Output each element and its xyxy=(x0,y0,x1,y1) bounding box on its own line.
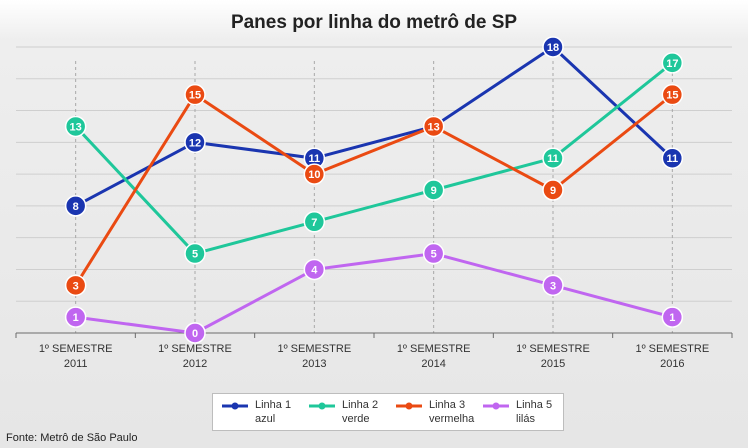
x-tick-label: 2013 xyxy=(302,358,326,370)
data-label: 7 xyxy=(311,217,317,229)
data-label: 18 xyxy=(547,42,559,54)
data-point xyxy=(542,147,564,169)
data-label: 15 xyxy=(189,90,201,102)
data-point xyxy=(422,115,445,138)
x-tick-label: 1º SEMESTRE xyxy=(277,343,351,355)
x-tick-label: 2014 xyxy=(421,358,445,370)
series-line-4 xyxy=(75,252,673,335)
data-point xyxy=(542,179,564,201)
legend-key xyxy=(483,402,509,410)
data-point xyxy=(64,115,87,138)
legend-key-marker xyxy=(318,402,326,410)
x-tick-label: 1º SEMESTRE xyxy=(158,343,232,355)
legend-label: Linha 3 vermelha xyxy=(429,399,475,425)
legend: Linha 1 azul Linha 2 verde Linha 3 vermelha Li… xyxy=(212,393,564,431)
data-label: 13 xyxy=(428,121,440,133)
data-point xyxy=(64,274,87,297)
data-point xyxy=(303,163,326,185)
data-label: 15 xyxy=(666,90,678,102)
legend-label: Linha 5 lilás xyxy=(516,399,553,425)
x-tick-label: 1º SEMESTRE xyxy=(635,343,709,355)
x-tick-label: 2012 xyxy=(183,358,207,370)
data-point xyxy=(303,211,326,233)
x-tick-label: 2011 xyxy=(64,358,88,370)
legend-label: Linha 1 azul xyxy=(255,399,292,425)
data-label: 5 xyxy=(431,249,437,261)
data-point xyxy=(184,242,206,265)
legend-key-marker xyxy=(492,402,500,410)
data-label: 12 xyxy=(189,137,201,149)
data-label: 1 xyxy=(669,312,675,324)
data-point xyxy=(422,242,445,265)
data-point xyxy=(64,306,87,328)
data-point xyxy=(64,195,87,217)
data-point xyxy=(303,258,326,281)
chart-title: Panes por linha do metrô de SP xyxy=(230,12,518,33)
x-tick-label: 1º SEMESTRE xyxy=(397,343,471,355)
data-label: 9 xyxy=(550,185,556,197)
series-line-2 xyxy=(74,61,674,256)
x-tick-label: 2015 xyxy=(541,358,565,370)
series-line-3 xyxy=(74,93,674,287)
data-label: 4 xyxy=(311,264,318,276)
source-note: Fonte: Metrô de São Paulo xyxy=(6,432,138,444)
data-point xyxy=(422,179,445,201)
data-label: 5 xyxy=(192,249,198,261)
legend-key xyxy=(396,402,422,410)
data-label: 10 xyxy=(308,169,320,181)
data-label: 0 xyxy=(192,328,198,340)
data-label: 17 xyxy=(666,58,678,70)
data-label: 1 xyxy=(73,312,79,324)
data-point xyxy=(184,322,206,344)
data-label: 8 xyxy=(73,201,79,213)
data-label: 3 xyxy=(550,280,556,292)
data-label: 11 xyxy=(547,153,559,165)
data-label: 3 xyxy=(73,280,79,292)
data-label: 13 xyxy=(70,121,82,133)
legend-label: Linha 2 verde xyxy=(342,399,379,425)
data-point xyxy=(184,83,206,106)
x-tick-label: 1º SEMESTRE xyxy=(39,343,113,355)
data-point xyxy=(184,131,206,154)
series-line-1 xyxy=(74,45,674,208)
data-point xyxy=(542,274,564,297)
legend-key xyxy=(222,402,248,410)
legend-key xyxy=(309,402,335,410)
data-point xyxy=(661,147,684,169)
data-point xyxy=(661,83,684,106)
legend-key-marker xyxy=(405,402,413,410)
data-point xyxy=(661,306,684,328)
data-label: 11 xyxy=(309,153,321,165)
x-tick-label: 1º SEMESTRE xyxy=(516,343,590,355)
x-tick-label: 2016 xyxy=(660,358,684,370)
data-point xyxy=(661,52,684,74)
data-label: 11 xyxy=(667,153,679,165)
data-label: 9 xyxy=(431,185,437,197)
legend-key-marker xyxy=(231,402,239,410)
data-point xyxy=(542,36,564,58)
